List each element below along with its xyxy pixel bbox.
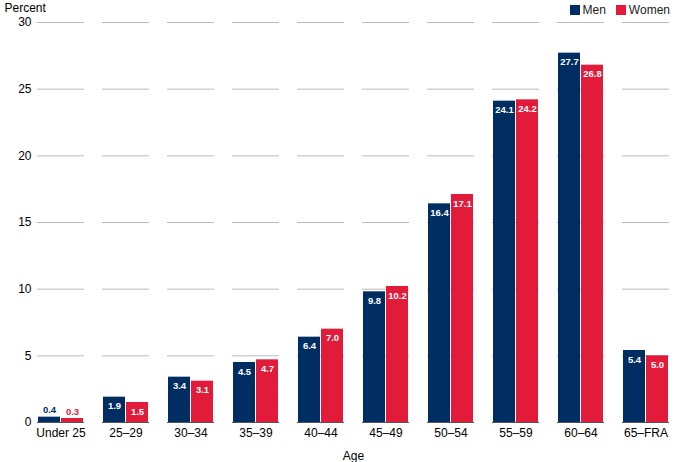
svg-text:50–54: 50–54: [434, 426, 468, 440]
svg-text:0: 0: [25, 415, 32, 429]
html-text:Women: Women: [628, 3, 670, 17]
svg-text:35–39: 35–39: [239, 426, 273, 440]
svg-text:24.1: 24.1: [495, 104, 514, 115]
svg-text:30: 30: [18, 15, 32, 29]
svg-text:25–29: 25–29: [109, 426, 143, 440]
svg-text:17.1: 17.1: [453, 198, 472, 209]
svg-text:7.0: 7.0: [326, 332, 339, 343]
svg-text:55–59: 55–59: [499, 426, 533, 440]
svg-text:Under 25: Under 25: [36, 426, 86, 440]
svg-text:20: 20: [18, 149, 32, 163]
svg-text:0.4: 0.4: [43, 404, 57, 415]
svg-text:1.9: 1.9: [108, 400, 121, 411]
svg-text:10: 10: [18, 282, 32, 296]
svg-text:Percent: Percent: [5, 1, 47, 15]
svg-text:9.8: 9.8: [368, 295, 381, 306]
svg-text:65–FRA: 65–FRA: [624, 426, 668, 440]
svg-text:5.4: 5.4: [628, 354, 642, 365]
svg-text:4.5: 4.5: [238, 366, 252, 377]
svg-text:40–44: 40–44: [304, 426, 338, 440]
svg-text:45–49: 45–49: [369, 426, 403, 440]
svg-text:4.7: 4.7: [261, 363, 274, 374]
svg-text:Age: Age: [343, 449, 365, 462]
svg-text:3.1: 3.1: [196, 384, 210, 395]
svg-text:24.2: 24.2: [518, 103, 537, 114]
svg-text:16.4: 16.4: [430, 207, 449, 218]
svg-text:15: 15: [18, 215, 32, 229]
svg-text:26.8: 26.8: [583, 68, 602, 79]
svg-text:3.4: 3.4: [173, 380, 187, 391]
svg-text:6.4: 6.4: [303, 340, 317, 351]
svg-text:0.3: 0.3: [66, 406, 79, 417]
svg-text:5.0: 5.0: [651, 359, 664, 370]
svg-text:27.7: 27.7: [560, 56, 579, 67]
svg-text:60–64: 60–64: [564, 426, 598, 440]
svg-text:30–34: 30–34: [174, 426, 208, 440]
svg-text:5: 5: [25, 349, 32, 363]
svg-text:10.2: 10.2: [388, 290, 407, 301]
html-text:Men: Men: [582, 3, 606, 17]
svg-text:25: 25: [18, 82, 32, 96]
svg-text:1.5: 1.5: [131, 406, 145, 417]
